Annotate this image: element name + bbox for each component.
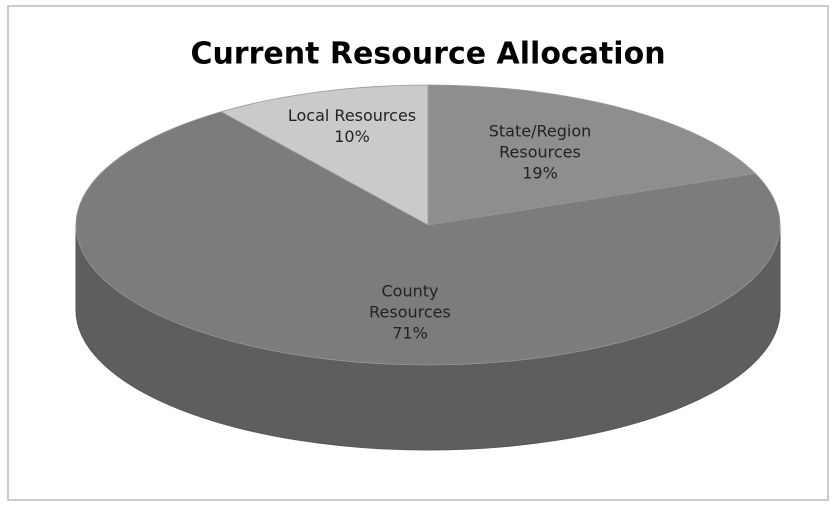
slice-label: State/Region Resources 19% [475,121,605,184]
slice-label: County Resources 71% [355,281,465,344]
value-label: 10% [334,127,370,146]
value-label: 71% [392,323,428,343]
value-label: 19% [522,163,558,183]
category-label: State/Region Resources [488,121,592,162]
pie-slice [427,84,757,226]
category-label: County Resources [369,281,451,322]
slice-label: Local Resources 10% [267,105,437,147]
pie-slice [75,111,781,366]
category-label: Local Resources [287,106,417,125]
pie-slice [220,84,429,226]
chart-title: Current Resource Allocation [190,37,665,72]
